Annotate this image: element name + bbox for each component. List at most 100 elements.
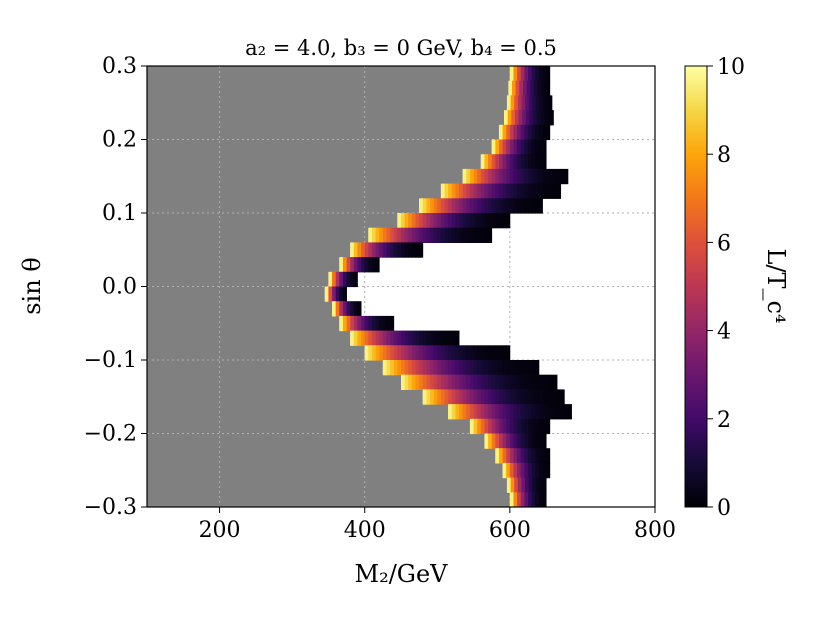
heatmap-cell [509, 389, 514, 405]
heatmap-cell [415, 330, 420, 346]
heatmap-cell [514, 95, 519, 111]
excluded-row [147, 198, 420, 214]
heatmap-cell [513, 66, 518, 82]
heatmap-cell [517, 477, 522, 493]
heatmap-cell [411, 345, 416, 361]
heatmap-cell [342, 286, 347, 302]
heatmap-cell [371, 257, 376, 273]
heatmap-cell [357, 301, 362, 317]
heatmap-cell [364, 330, 369, 346]
heatmap-cell [509, 374, 514, 390]
heatmap-cell [543, 477, 547, 493]
heatmap-cell [448, 374, 453, 390]
excluded-row [147, 418, 470, 435]
heatmap-cell [536, 110, 541, 126]
heatmap-cell [547, 110, 552, 126]
heatmap-cell [422, 198, 427, 214]
heatmap-cell [520, 360, 525, 376]
heatmap-cell [543, 110, 548, 126]
heatmap-cell [430, 213, 435, 229]
heatmap-cell [498, 168, 503, 185]
heatmap-cell [498, 183, 503, 199]
heatmap-cell [462, 374, 467, 390]
colorbar-tick-label: 10 [717, 55, 745, 80]
heatmap-cell [506, 345, 511, 361]
heatmap-cell [502, 183, 507, 199]
heatmap-cell [528, 462, 533, 479]
heatmap-cell [444, 213, 449, 229]
heatmap-cell [509, 124, 514, 141]
heatmap-cell [538, 124, 543, 141]
heatmap-cell [430, 227, 435, 243]
heatmap-cell [419, 227, 424, 243]
heatmap-cell [502, 154, 507, 170]
heatmap-cell [540, 110, 545, 126]
heatmap-cell [535, 462, 540, 479]
x-tick-label: 400 [344, 518, 386, 543]
heatmap-cell [535, 198, 540, 214]
heatmap-cell [528, 404, 533, 420]
heatmap-cell [541, 80, 546, 96]
heatmap-cell [531, 404, 536, 420]
heatmap-cell [401, 360, 406, 376]
heatmap-cell [528, 168, 533, 185]
heatmap-cell [353, 315, 358, 332]
heatmap-cell [426, 330, 431, 346]
heatmap-cell [528, 124, 533, 141]
heatmap-cell [455, 198, 460, 214]
heatmap-cell [448, 345, 453, 361]
heatmap-cell [528, 360, 533, 376]
heatmap-cell [514, 110, 519, 126]
heatmap-cell [346, 301, 351, 317]
grid-lines [147, 66, 655, 507]
heatmap-cell [430, 374, 435, 390]
heatmap-cell [491, 374, 496, 390]
heatmap-cell [357, 330, 362, 346]
heatmap-cell [411, 360, 416, 376]
colorbar-ticks: 0 2 4 6 8 10 [707, 55, 745, 521]
heatmap-cell [546, 374, 551, 390]
heatmap-cell [455, 345, 460, 361]
heatmap-cell [371, 330, 376, 346]
heatmap-cell [350, 315, 355, 332]
heatmap-cell [549, 374, 554, 390]
heatmap-cell [459, 198, 464, 214]
heatmap-cell [506, 374, 511, 390]
heatmap-cell [531, 418, 536, 435]
heatmap-cell [353, 330, 358, 346]
heatmap-cell [517, 198, 522, 214]
heatmap-cell [543, 95, 548, 111]
heatmap-cell [509, 154, 514, 170]
heatmap-cell [484, 154, 489, 170]
heatmap-cell [524, 154, 529, 170]
heatmap-cell [528, 198, 533, 214]
heatmap-cell [535, 492, 540, 507]
heatmap-cell [520, 374, 525, 390]
heatmap-cell [368, 315, 373, 332]
heatmap-cell [498, 448, 503, 464]
heatmap-cell [448, 227, 453, 243]
heatmap-cell [422, 374, 427, 390]
heatmap-cell [491, 213, 496, 229]
colorbar-tick-label: 6 [717, 231, 731, 256]
heatmap-cell [525, 477, 530, 493]
heatmap-cell [379, 227, 384, 243]
heatmap-cell [513, 492, 518, 507]
heatmap-cell [419, 242, 424, 258]
heatmap-cell [488, 198, 493, 214]
excluded-row [147, 492, 510, 507]
excluded-row [147, 330, 351, 346]
heatmap-cell [422, 213, 427, 229]
heatmap-cell [455, 360, 460, 376]
heatmap-cell [498, 418, 503, 435]
heatmap-cell [444, 330, 449, 346]
heatmap-cell [488, 227, 493, 243]
heatmap-cell [488, 154, 493, 170]
heatmap-cell [502, 124, 507, 141]
heatmap-cell [477, 418, 482, 435]
heatmap-cell [484, 360, 489, 376]
heatmap-cell [502, 168, 507, 185]
heatmap-cell [528, 389, 533, 405]
heatmap-cell [477, 360, 482, 376]
